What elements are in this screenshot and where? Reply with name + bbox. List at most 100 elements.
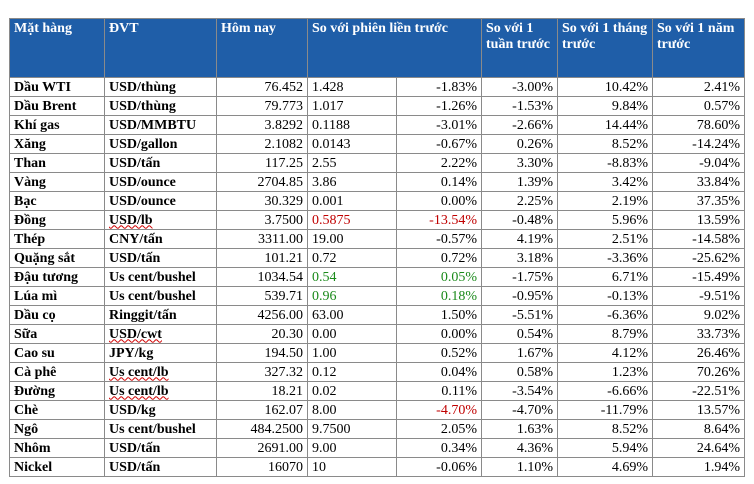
cell-unit: Us cent/lb bbox=[104, 362, 217, 382]
cell-today: 20.30 bbox=[216, 324, 308, 344]
cell-change: 0.02 bbox=[307, 381, 397, 401]
cell-commodity: Nhôm bbox=[9, 438, 105, 458]
table-row: Nhôm USD/tấn 2691.00 9.00 0.34% 4.36% 5.94% 24.… bbox=[9, 438, 745, 458]
cell-vs-week: 1.67% bbox=[481, 343, 558, 363]
unit-text: USD/cwt bbox=[109, 326, 162, 342]
cell-vs-week: -3.00% bbox=[481, 77, 558, 97]
cell-today: 3311.00 bbox=[216, 229, 308, 249]
table-row: Xăng USD/gallon 2.1082 0.0143 -0.67% 0.26% 8.5… bbox=[9, 134, 745, 154]
cell-unit: USD/ounce bbox=[104, 191, 217, 211]
cell-commodity: Sữa bbox=[9, 324, 105, 344]
cell-commodity: Chè bbox=[9, 400, 105, 420]
cell-commodity: Quặng sắt bbox=[9, 248, 105, 268]
cell-change: 0.1188 bbox=[307, 115, 397, 135]
cell-change-pct: -0.57% bbox=[396, 229, 482, 249]
header-vs-week: So với 1 tuần trước bbox=[481, 18, 558, 78]
header-vs-prev-session: So với phiên liền trước bbox=[307, 18, 482, 78]
cell-vs-year: 33.73% bbox=[652, 324, 745, 344]
cell-vs-year: 13.59% bbox=[652, 210, 745, 230]
cell-change: 0.0143 bbox=[307, 134, 397, 154]
cell-change-pct: 0.34% bbox=[396, 438, 482, 458]
cell-change-pct: 0.00% bbox=[396, 324, 482, 344]
cell-vs-month: -6.36% bbox=[557, 305, 653, 325]
cell-vs-year: 13.57% bbox=[652, 400, 745, 420]
cell-vs-week: -0.95% bbox=[481, 286, 558, 306]
header-unit: ĐVT bbox=[104, 18, 217, 78]
cell-unit: USD/MMBTU bbox=[104, 115, 217, 135]
cell-commodity: Nickel bbox=[9, 457, 105, 477]
cell-vs-year: 1.94% bbox=[652, 457, 745, 477]
cell-vs-week: 4.19% bbox=[481, 229, 558, 249]
cell-commodity: Đồng bbox=[9, 210, 105, 230]
cell-today: 18.21 bbox=[216, 381, 308, 401]
cell-vs-year: 0.57% bbox=[652, 96, 745, 116]
cell-commodity: Đậu tương bbox=[9, 267, 105, 287]
cell-commodity: Cao su bbox=[9, 343, 105, 363]
table-row: Bạc USD/ounce 30.329 0.001 0.00% 2.25% 2.19% 37… bbox=[9, 191, 745, 211]
cell-change: 8.00 bbox=[307, 400, 397, 420]
cell-vs-week: -4.70% bbox=[481, 400, 558, 420]
table-row: Than USD/tấn 117.25 2.55 2.22% 3.30% -8.83% -9.… bbox=[9, 153, 745, 173]
unit-text: Us cent/lb bbox=[109, 364, 169, 380]
cell-commodity: Ngô bbox=[9, 419, 105, 439]
cell-today: 484.2500 bbox=[216, 419, 308, 439]
table-row: Dầu Brent USD/thùng 79.773 1.017 -1.26% -1.53… bbox=[9, 96, 745, 116]
cell-vs-week: -2.66% bbox=[481, 115, 558, 135]
cell-change: 0.12 bbox=[307, 362, 397, 382]
cell-unit: USD/lb bbox=[104, 210, 217, 230]
cell-today: 539.71 bbox=[216, 286, 308, 306]
cell-change-pct: -4.70% bbox=[396, 400, 482, 420]
cell-vs-year: 70.26% bbox=[652, 362, 745, 382]
cell-vs-year: -9.04% bbox=[652, 153, 745, 173]
table-row: Chè USD/kg 162.07 8.00 -4.70% -4.70% -11.79% 13… bbox=[9, 400, 745, 420]
cell-today: 16070 bbox=[216, 457, 308, 477]
cell-vs-month: 8.52% bbox=[557, 419, 653, 439]
cell-unit: USD/kg bbox=[104, 400, 217, 420]
cell-change: 0.5875 bbox=[307, 210, 397, 230]
cell-vs-month: 4.12% bbox=[557, 343, 653, 363]
cell-change: 0.96 bbox=[307, 286, 397, 306]
cell-unit: Us cent/lb bbox=[104, 381, 217, 401]
cell-change-pct: 2.22% bbox=[396, 153, 482, 173]
cell-change-pct: 2.05% bbox=[396, 419, 482, 439]
cell-unit: Us cent/bushel bbox=[104, 267, 217, 287]
cell-change: 10 bbox=[307, 457, 397, 477]
cell-change: 19.00 bbox=[307, 229, 397, 249]
cell-today: 3.7500 bbox=[216, 210, 308, 230]
cell-today: 76.452 bbox=[216, 77, 308, 97]
cell-today: 2.1082 bbox=[216, 134, 308, 154]
cell-vs-week: 4.36% bbox=[481, 438, 558, 458]
cell-change: 0.72 bbox=[307, 248, 397, 268]
cell-change: 0.001 bbox=[307, 191, 397, 211]
cell-change: 2.55 bbox=[307, 153, 397, 173]
cell-vs-month: 2.19% bbox=[557, 191, 653, 211]
cell-vs-year: -14.24% bbox=[652, 134, 745, 154]
cell-vs-week: 0.54% bbox=[481, 324, 558, 344]
table-row: Thép CNY/tấn 3311.00 19.00 -0.57% 4.19% 2.51% -… bbox=[9, 229, 745, 249]
cell-change: 1.00 bbox=[307, 343, 397, 363]
cell-unit: Us cent/bushel bbox=[104, 419, 217, 439]
cell-change-pct: 0.18% bbox=[396, 286, 482, 306]
cell-today: 30.329 bbox=[216, 191, 308, 211]
table-row: Vàng USD/ounce 2704.85 3.86 0.14% 1.39% 3.42% 3… bbox=[9, 172, 745, 192]
cell-vs-year: -15.49% bbox=[652, 267, 745, 287]
cell-vs-month: 5.96% bbox=[557, 210, 653, 230]
table-row: Dầu WTI USD/thùng 76.452 1.428 -1.83% -3.00% 1… bbox=[9, 77, 745, 97]
cell-change-pct: -1.83% bbox=[396, 77, 482, 97]
cell-vs-year: -14.58% bbox=[652, 229, 745, 249]
cell-change-pct: -3.01% bbox=[396, 115, 482, 135]
cell-vs-month: 1.23% bbox=[557, 362, 653, 382]
cell-change: 63.00 bbox=[307, 305, 397, 325]
cell-vs-week: -1.75% bbox=[481, 267, 558, 287]
cell-commodity: Vàng bbox=[9, 172, 105, 192]
cell-today: 101.21 bbox=[216, 248, 308, 268]
cell-vs-week: 1.10% bbox=[481, 457, 558, 477]
cell-vs-year: 37.35% bbox=[652, 191, 745, 211]
table-row: Sữa USD/cwt 20.30 0.00 0.00% 0.54% 8.79% 33.73% bbox=[9, 324, 745, 344]
cell-commodity: Lúa mì bbox=[9, 286, 105, 306]
cell-change-pct: 0.52% bbox=[396, 343, 482, 363]
cell-today: 194.50 bbox=[216, 343, 308, 363]
unit-text: USD/lb bbox=[109, 212, 153, 228]
cell-change-pct: -1.26% bbox=[396, 96, 482, 116]
header-vs-year: So với 1 năm trước bbox=[652, 18, 745, 78]
